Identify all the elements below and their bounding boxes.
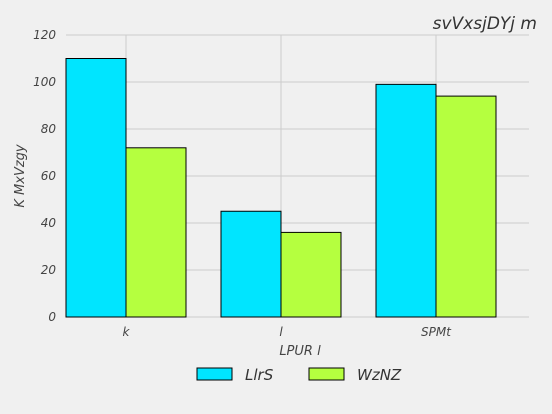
y-axis-ticks: 0 20 40 60 80 100 120 [33,28,56,324]
legend-swatch-LlrS [196,367,233,381]
legend-swatch-WzNZ [308,367,345,381]
bars [65,58,497,318]
x-axis-ticks: k l SPMt [123,325,453,339]
bar-WzNZ-SPMt [435,95,497,318]
bar-LlrS-l [220,210,282,318]
y-tick-label: 100 [33,75,56,89]
legend-label-LlrS: LlrS [245,366,274,384]
legend-label-WzNZ: WzNZ [357,366,402,384]
y-tick-label: 20 [41,263,57,277]
x-axis-label: LPUR l [279,344,321,359]
y-tick-label: 40 [41,216,57,230]
y-axis-label: K MxVzgy [13,144,28,208]
x-tick-label: SPMt [421,325,452,339]
bar-LlrS-SPMt [375,83,437,318]
bar-WzNZ-l [280,231,342,318]
x-tick-label: k [123,325,131,339]
legend: LlrS WzNZ [196,366,402,384]
bar-WzNZ-k [125,147,187,318]
chart-title: svVxsjDYj m [433,14,537,34]
x-tick-label: l [279,325,283,339]
y-tick-label: 120 [33,28,56,42]
y-tick-label: 0 [48,310,56,324]
y-tick-label: 80 [41,122,57,136]
bar-LlrS-k [65,58,127,318]
y-tick-label: 60 [41,169,57,183]
